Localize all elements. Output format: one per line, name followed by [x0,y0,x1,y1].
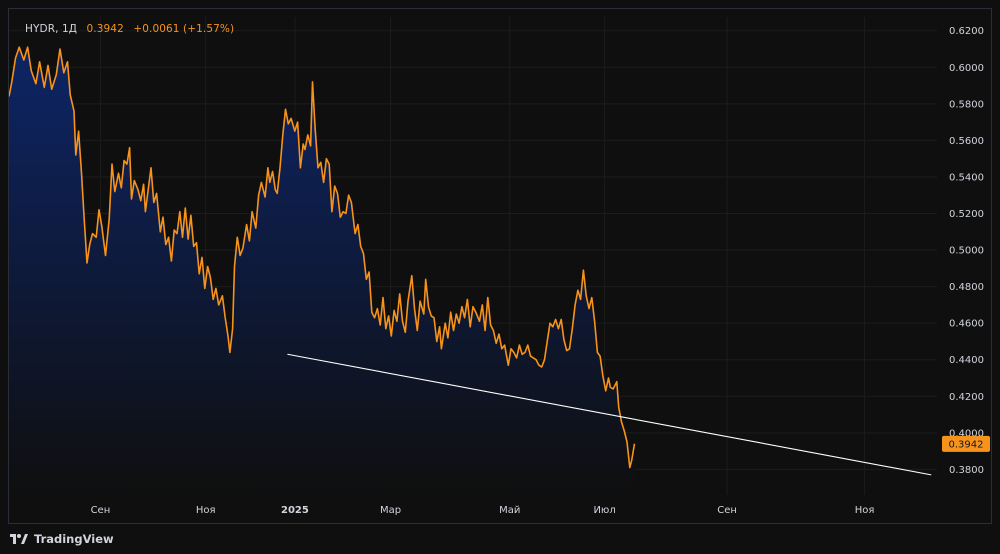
price-chart[interactable]: 0.6200 0.6000 0.5800 0.5600 0.5400 0.5200 0.50… [9,9,993,525]
legend-symbol: HYDR [25,23,56,35]
y-tick-label: 0.4800 [949,282,984,293]
x-tick-label: Май [499,505,520,516]
y-tick-label: 0.3800 [949,465,984,476]
y-tick-label: 0.4400 [949,355,984,366]
x-tick-label: Сен [717,505,737,516]
footer-branding[interactable]: TradingView [10,529,114,549]
chart-legend: HYDR, 1Д 0.3942 +0.0061 (+1.57%) [25,23,235,35]
y-tick-label: 0.5400 [949,172,984,183]
series-area [9,47,635,495]
trendline [287,353,932,476]
brand-name: TradingView [34,532,114,546]
y-tick-label: 0.5200 [949,209,984,220]
x-tick-label: Мар [380,505,401,516]
series-line [9,46,636,469]
chart-panel[interactable]: 0.6200 0.6000 0.5800 0.5600 0.5400 0.5200 0.50… [8,8,992,524]
x-tick-label: Ноя [196,505,216,516]
legend-change: +0.0061 (+1.57%) [133,23,235,35]
legend-interval: 1Д [61,23,78,35]
y-tick-label: 0.5600 [949,136,984,147]
x-tick-label: Сен [91,505,111,516]
y-tick-label: 0.4600 [949,319,984,330]
last-price-badge [942,435,990,452]
y-tick-label: 0.5000 [949,246,984,257]
x-tick-label: Июл [593,505,615,516]
y-tick-label: 0.5800 [949,99,984,110]
y-tick-label: 0.6200 [949,26,984,37]
legend-price: 0.3942 [86,23,124,35]
y-tick-label: 0.4000 [949,428,984,439]
y-tick-label: 0.4200 [949,392,984,403]
y-tick-label: 0.6000 [949,63,984,74]
tradingview-logo-icon [10,534,28,544]
x-tick-label: Ноя [855,505,875,516]
x-tick-label: 2025 [281,505,309,516]
last-price-label: 0.3942 [949,439,984,450]
